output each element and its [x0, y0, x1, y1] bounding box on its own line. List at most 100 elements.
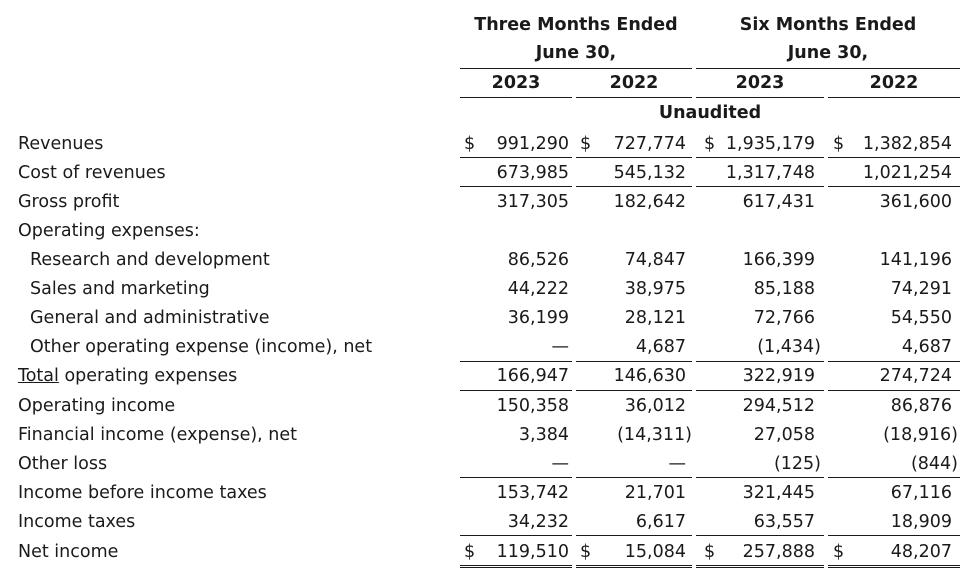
year-rule-2: [576, 97, 692, 98]
currency-symbol: $: [704, 134, 716, 154]
row-value: 617,431: [742, 192, 815, 212]
subtotal-rule: [460, 477, 572, 478]
row-label: Other loss: [18, 454, 108, 474]
row-value: 15,084: [624, 542, 686, 562]
row-value: 34,232: [507, 512, 569, 532]
header-rule-three-months: [460, 68, 692, 69]
total-double-rule: [828, 565, 960, 568]
subtotal-rule: [460, 535, 572, 536]
subtotal-rule: [576, 361, 692, 362]
header-three-months-line1: Three Months Ended: [474, 15, 678, 35]
row-value: —: [668, 454, 687, 474]
row-value: 6,617: [635, 512, 686, 532]
row-value: —: [551, 454, 570, 474]
subtotal-rule: [828, 157, 960, 158]
row-label: Operating expenses:: [18, 221, 200, 241]
row-label: Total operating expenses: [18, 365, 237, 387]
row-value: 294,512: [742, 396, 815, 416]
subtotal-rule: [696, 361, 824, 362]
row-value: 317,305: [496, 192, 569, 212]
row-value: 274,724: [879, 366, 952, 386]
row-value: 146,630: [613, 366, 686, 386]
row-value: 48,207: [890, 542, 952, 562]
row-value: 86,526: [507, 250, 569, 270]
row-value: 1,317,748: [725, 163, 815, 183]
row-value: 545,132: [613, 163, 686, 183]
year-rule-4: [828, 97, 960, 98]
row-label: Income before income taxes: [18, 483, 267, 503]
row-value: 321,445: [742, 483, 815, 503]
row-value: 153,742: [496, 483, 569, 503]
total-double-rule: [460, 565, 572, 568]
header-rule-six-months: [696, 68, 960, 69]
row-value: 361,600: [879, 192, 952, 212]
row-value: 4,687: [901, 337, 952, 357]
row-value: 1,935,179: [725, 134, 815, 154]
row-value: 63,557: [753, 512, 815, 532]
row-value: 182,642: [613, 192, 686, 212]
row-value: 27,058: [753, 425, 815, 445]
header-six-months-line2: June 30,: [787, 43, 869, 63]
subtotal-rule: [696, 157, 824, 158]
row-label: Sales and marketing: [30, 279, 210, 299]
subtotal-rule: [828, 535, 960, 536]
subtotal-rule: [576, 535, 692, 536]
row-value: 67,116: [890, 483, 952, 503]
row-value: 36,012: [624, 396, 686, 416]
row-value: 166,399: [742, 250, 815, 270]
header-six-months-line1: Six Months Ended: [739, 15, 917, 35]
subtotal-rule: [828, 361, 960, 362]
row-value: 322,919: [742, 366, 815, 386]
subtotal-rule: [576, 157, 692, 158]
subtotal-rule: [828, 390, 960, 391]
subtotal-rule: [576, 186, 692, 187]
subtotal-rule: [696, 390, 824, 391]
row-value: 141,196: [879, 250, 952, 270]
subtotal-rule: [460, 361, 572, 362]
subtotal-rule: [696, 477, 824, 478]
row-value: 727,774: [613, 134, 686, 154]
row-value: 4,687: [635, 337, 686, 357]
row-value: 21,701: [624, 483, 686, 503]
row-value: 72,766: [753, 308, 815, 328]
row-value: 38,975: [624, 279, 686, 299]
year-header-2023-q: 2023: [491, 73, 541, 93]
currency-symbol: $: [464, 134, 476, 154]
row-label: General and administrative: [30, 308, 270, 328]
subtotal-rule: [696, 535, 824, 536]
subtotal-rule: [460, 390, 572, 391]
currency-symbol: $: [833, 134, 845, 154]
currency-symbol: $: [704, 542, 716, 562]
row-label: Income taxes: [18, 512, 136, 532]
row-value: (1,434): [757, 337, 821, 357]
row-value: 166,947: [496, 366, 569, 386]
subtotal-rule: [460, 157, 572, 158]
row-label: Net income: [18, 542, 119, 562]
row-label: Revenues: [18, 134, 104, 154]
subtotal-rule: [828, 186, 960, 187]
row-value: 28,121: [624, 308, 686, 328]
year-rule-1: [460, 97, 572, 98]
row-label: Other operating expense (income), net: [30, 337, 373, 357]
row-label: Financial income (expense), net: [18, 425, 298, 445]
subtotal-rule: [460, 186, 572, 187]
row-value: 673,985: [496, 163, 569, 183]
row-label: Cost of revenues: [18, 163, 166, 183]
row-value: 85,188: [753, 279, 815, 299]
row-value: 54,550: [890, 308, 952, 328]
year-header-2022-q: 2022: [609, 73, 659, 93]
row-value: 74,291: [890, 279, 952, 299]
row-value: 74,847: [624, 250, 686, 270]
row-label: Research and development: [30, 250, 270, 270]
row-label-rest: operating expenses: [58, 366, 238, 386]
subtotal-rule: [828, 477, 960, 478]
row-value: (844): [910, 454, 958, 474]
currency-symbol: $: [580, 542, 592, 562]
row-value: 1,382,854: [862, 134, 952, 154]
row-value: (18,916): [883, 425, 958, 445]
row-value: 991,290: [496, 134, 569, 154]
row-value: 86,876: [890, 396, 952, 416]
unaudited-label: Unaudited: [658, 103, 762, 123]
row-label: Operating income: [18, 396, 176, 416]
currency-symbol: $: [833, 542, 845, 562]
